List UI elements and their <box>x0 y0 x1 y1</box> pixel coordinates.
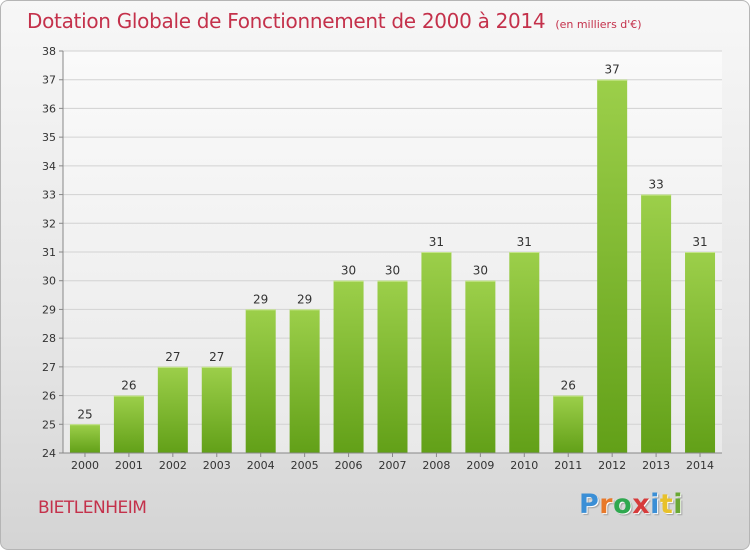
y-tick-label: 32 <box>42 217 56 230</box>
logo-letter: i <box>673 489 684 520</box>
y-tick-label: 34 <box>42 160 56 173</box>
bar <box>113 395 144 453</box>
x-tick-label: 2002 <box>159 459 187 472</box>
proxiti-logo: Proxiti <box>579 489 683 520</box>
y-tick-label: 25 <box>42 418 56 431</box>
chart-title: Dotation Globale de Fonctionnement de 20… <box>27 9 642 33</box>
bar-value-label: 31 <box>429 235 444 249</box>
bar-value-label: 29 <box>297 292 312 306</box>
y-tick-label: 33 <box>42 189 56 202</box>
y-tick-label: 28 <box>42 332 56 345</box>
bar-value-label: 27 <box>209 350 224 364</box>
x-tick-label: 2005 <box>291 459 319 472</box>
bar-value-label: 31 <box>692 235 707 249</box>
logo-letter: P <box>579 489 600 520</box>
bar <box>201 366 232 453</box>
logo-letter: i <box>650 489 660 520</box>
bar <box>421 252 452 453</box>
bar-value-label: 27 <box>165 350 180 364</box>
bar-value-label: 30 <box>473 264 488 278</box>
y-tick-label: 38 <box>42 45 56 58</box>
bar <box>245 309 276 453</box>
logo-letter: r <box>599 489 614 520</box>
bar <box>289 309 320 453</box>
x-tick-label: 2000 <box>71 459 99 472</box>
x-tick-label: 2009 <box>466 459 494 472</box>
bar <box>553 395 584 453</box>
y-tick-label: 36 <box>42 102 56 115</box>
commune-name: BIETLENHEIM <box>38 498 147 518</box>
bar <box>157 366 188 453</box>
bar-value-label: 37 <box>605 63 620 77</box>
x-tick-label: 2003 <box>203 459 231 472</box>
bar <box>685 252 716 453</box>
x-tick-label: 2010 <box>510 459 538 472</box>
x-tick-label: 2008 <box>422 459 450 472</box>
x-tick-label: 2011 <box>554 459 582 472</box>
bar-value-label: 30 <box>341 264 356 278</box>
bar <box>333 280 364 453</box>
y-tick-label: 37 <box>42 74 56 87</box>
y-tick-label: 27 <box>42 361 56 374</box>
bar <box>377 280 408 453</box>
bar <box>597 79 628 453</box>
chart-unit: (en milliers d'€) <box>555 18 642 31</box>
logo-letter: x <box>632 489 651 520</box>
x-tick-label: 2004 <box>247 459 275 472</box>
y-tick-label: 29 <box>42 303 56 316</box>
y-tick-label: 31 <box>42 246 56 259</box>
x-tick-label: 2001 <box>115 459 143 472</box>
bar-value-label: 26 <box>121 379 136 393</box>
bar-value-label: 31 <box>517 235 532 249</box>
x-tick-label: 2007 <box>379 459 407 472</box>
x-tick-label: 2013 <box>642 459 670 472</box>
x-tick-label: 2006 <box>335 459 363 472</box>
bars <box>69 79 716 454</box>
y-tick-label: 35 <box>42 131 56 144</box>
y-tick-label: 30 <box>42 275 56 288</box>
bar-value-label: 25 <box>77 407 92 421</box>
bar <box>465 280 496 453</box>
chart-title-text: Dotation Globale de Fonctionnement de 20… <box>27 9 546 33</box>
x-tick-label: 2014 <box>686 459 714 472</box>
bar <box>641 194 672 454</box>
logo-letter: t <box>659 489 674 520</box>
bar-value-label: 30 <box>385 264 400 278</box>
bar-value-label: 33 <box>648 178 663 192</box>
y-tick-label: 26 <box>42 390 56 403</box>
bar <box>69 424 100 453</box>
x-axis: 2000 2001 2002 2003 2004 2005 2006 2007 2008 2009… <box>63 452 722 472</box>
bar-value-label: 29 <box>253 292 268 306</box>
logo-letter: o <box>613 489 633 520</box>
bar-value-label: 26 <box>561 379 576 393</box>
x-tick-label: 2012 <box>598 459 626 472</box>
y-axis: 24 25 26 27 28 29 30 31 32 33 34 35 36 37 38 <box>42 45 64 460</box>
bar <box>509 252 540 453</box>
bar-value-labels: 25 26 27 27 29 29 30 30 31 30 31 26 37 33 31 <box>77 63 707 422</box>
y-tick-label: 24 <box>42 447 56 460</box>
